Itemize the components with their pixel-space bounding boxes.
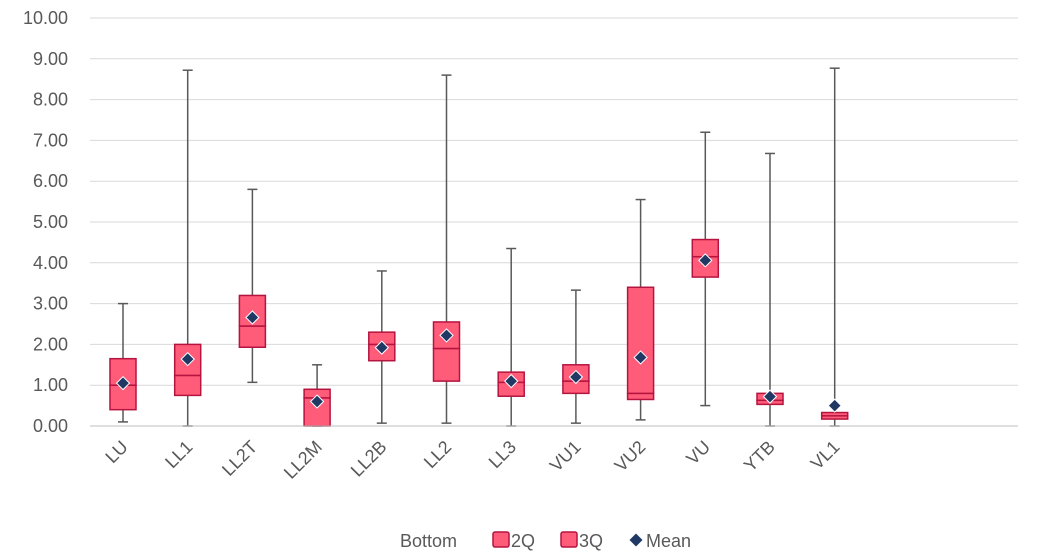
- x-category-label: LL2T: [218, 437, 261, 480]
- boxes: [109, 238, 849, 427]
- box-2q: [238, 325, 267, 349]
- mean-marker: [568, 369, 584, 385]
- x-axis-category-labels: LU LL1 LL2T LL2M LL2B LL2 LL3 VU1 VU2 VU YTB VL1: [101, 437, 843, 483]
- y-tick-label: 6.00: [33, 171, 68, 191]
- mean-marker: [180, 351, 195, 367]
- y-tick-label: 0.00: [33, 416, 68, 436]
- y-tick-label: 5.00: [33, 212, 68, 232]
- legend-label-mean: Mean: [646, 531, 691, 551]
- box-2q: [626, 392, 655, 401]
- x-category-label: LL3: [485, 437, 520, 472]
- legend-swatch-3q: [560, 531, 578, 548]
- mean-marker: [762, 389, 778, 404]
- x-category-label: LL2B: [347, 437, 391, 481]
- y-tick-label: 1.00: [33, 375, 68, 395]
- mean-marker: [633, 350, 648, 365]
- legend-label-3q: 3Q: [579, 531, 603, 551]
- legend: Bottom 2Q 3Q Mean: [400, 531, 691, 551]
- legend-marker-mean: [629, 533, 643, 547]
- mean-markers: [115, 253, 842, 413]
- x-category-label: YTB: [740, 437, 779, 476]
- x-category-label: LU: [101, 437, 131, 467]
- mean-marker: [698, 253, 713, 268]
- mean-marker: [827, 398, 842, 413]
- y-tick-label: 3.00: [33, 294, 68, 314]
- box-2q: [432, 347, 461, 382]
- box-2q: [173, 374, 202, 397]
- box-3q: [626, 286, 655, 395]
- legend-label-bottom: Bottom: [400, 531, 457, 551]
- y-tick-label: 9.00: [33, 49, 68, 69]
- x-category-label: LL1: [161, 437, 196, 472]
- legend-swatch-2q: [492, 531, 510, 548]
- grid-lines: [90, 17, 1018, 427]
- y-axis-tick-labels: 0.00 1.00 2.00 3.00 4.00 5.00 6.00 7.00 8.00 9.00…: [23, 8, 68, 436]
- y-tick-label: 10.00: [23, 8, 68, 28]
- box-3q: [820, 411, 849, 417]
- x-category-label: VU2: [611, 437, 650, 476]
- x-category-label: VU: [682, 437, 714, 469]
- legend-label-2q: 2Q: [511, 531, 535, 551]
- x-category-label: LL2: [420, 437, 455, 472]
- y-tick-label: 2.00: [33, 334, 68, 354]
- mean-marker: [439, 328, 454, 343]
- y-tick-label: 7.00: [33, 130, 68, 150]
- y-tick-label: 4.00: [33, 253, 68, 273]
- y-tick-label: 8.00: [33, 90, 68, 110]
- whiskers: [118, 67, 840, 427]
- x-category-label: VU1: [546, 437, 585, 476]
- mean-marker: [309, 394, 325, 409]
- mean-marker: [115, 375, 131, 391]
- x-category-label: VL1: [807, 437, 844, 474]
- mean-marker: [245, 310, 260, 325]
- x-category-label: LL2M: [280, 437, 326, 483]
- mean-marker: [503, 373, 519, 389]
- mean-marker: [374, 340, 390, 355]
